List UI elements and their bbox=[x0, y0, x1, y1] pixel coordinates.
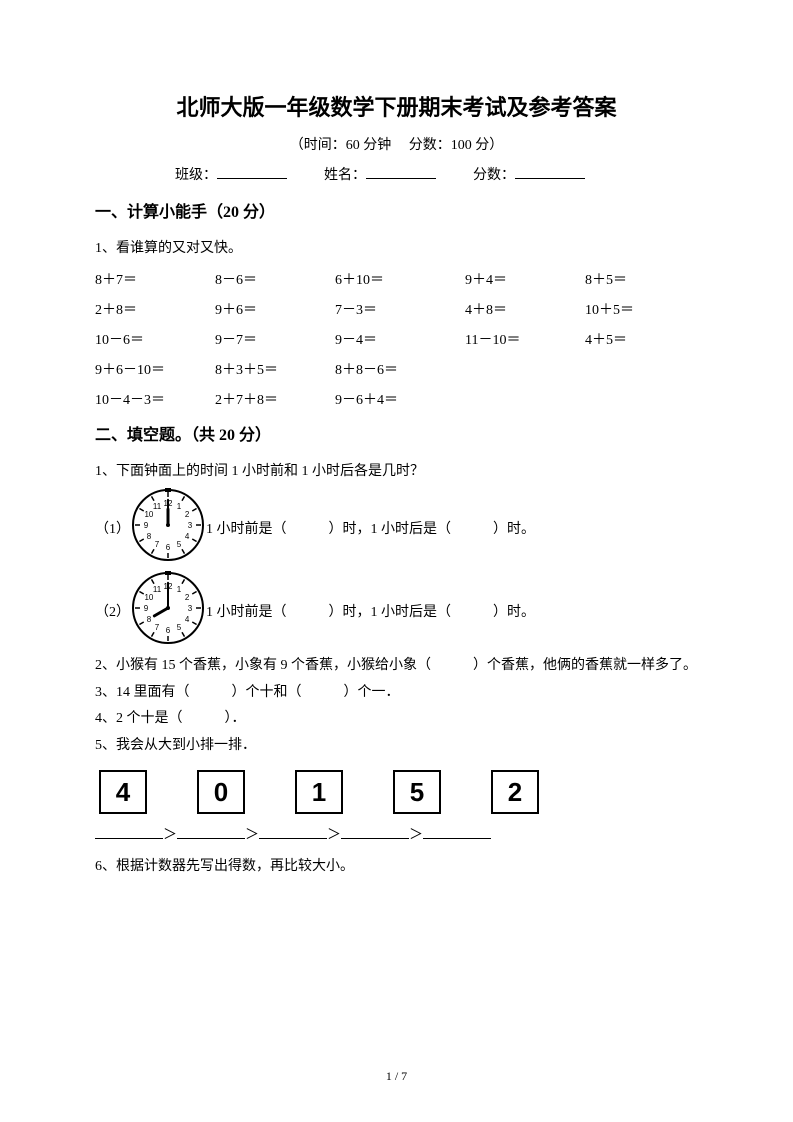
calc-cell: 10－4－3＝ bbox=[95, 389, 215, 409]
calc-cell: 4＋5＝ bbox=[585, 329, 685, 349]
calc-cell: 9＋4＝ bbox=[465, 269, 585, 289]
clock-8: 121234567891011 bbox=[130, 570, 206, 651]
calc-cell: 9＋6＝ bbox=[215, 299, 335, 319]
number-box: 5 bbox=[393, 770, 441, 814]
name-blank bbox=[366, 164, 436, 179]
calc-cell: 9－7＝ bbox=[215, 329, 335, 349]
svg-text:9: 9 bbox=[144, 521, 149, 530]
section2-head: 二、填空题。（共 20 分） bbox=[95, 421, 698, 445]
calc-cell: 7－3＝ bbox=[335, 299, 465, 319]
calc-cell: 4＋8＝ bbox=[465, 299, 585, 319]
number-boxes: 4 0 1 5 2 bbox=[99, 770, 698, 814]
number-box: 2 bbox=[491, 770, 539, 814]
calc-cell: 9－6＋4＝ bbox=[335, 389, 635, 409]
calc-cell: 8＋8－6＝ bbox=[335, 359, 635, 379]
number-box: 1 bbox=[295, 770, 343, 814]
ordering-blank bbox=[177, 824, 245, 839]
svg-text:5: 5 bbox=[177, 540, 182, 549]
class-blank bbox=[217, 164, 287, 179]
clock-12: 121234567891011 bbox=[130, 487, 206, 568]
calc-cell: 2＋7＋8＝ bbox=[215, 389, 335, 409]
calc-cell: 8＋7＝ bbox=[95, 269, 215, 289]
score-label: 分数： bbox=[473, 168, 515, 183]
svg-text:11: 11 bbox=[153, 502, 162, 511]
svg-text:2: 2 bbox=[185, 593, 190, 602]
sec2-q5: 5、我会从大到小排一排． bbox=[95, 733, 698, 760]
svg-text:3: 3 bbox=[188, 604, 193, 613]
svg-text:1: 1 bbox=[177, 585, 182, 594]
page-title: 北师大版一年级数学下册期末考试及参考答案 bbox=[95, 90, 698, 122]
ordering-line: ＞ ＞ ＞ ＞ bbox=[95, 824, 698, 844]
sec2-q6: 6、根据计数器先写出得数，再比较大小。 bbox=[95, 854, 698, 881]
sec2-q3: 3、14 里面有（ ）个十和（ ）个一． bbox=[95, 680, 698, 707]
calc-grid-bottom: 9＋6－10＝ 8＋3＋5＝ 8＋8－6＝ 10－4－3＝ 2＋7＋8＝ 9－6… bbox=[95, 359, 698, 409]
svg-text:10: 10 bbox=[144, 510, 153, 519]
svg-text:8: 8 bbox=[147, 532, 152, 541]
clock-row-1: （1） 121234567891011 1 小时前是（ ）时，1 小时后是（ ）… bbox=[95, 487, 698, 568]
clock2-index: （2） bbox=[95, 601, 130, 621]
class-label: 班级： bbox=[175, 168, 217, 183]
svg-text:3: 3 bbox=[188, 521, 193, 530]
clock2-text: 1 小时前是（ ）时，1 小时后是（ ）时。 bbox=[206, 601, 535, 621]
sec2-q1: 1、下面钟面上的时间 1 小时前和 1 小时后各是几时？ bbox=[95, 459, 698, 486]
svg-text:4: 4 bbox=[185, 615, 190, 624]
svg-text:7: 7 bbox=[155, 540, 160, 549]
svg-text:7: 7 bbox=[155, 623, 160, 632]
calc-cell: 8＋5＝ bbox=[585, 269, 685, 289]
svg-text:8: 8 bbox=[147, 615, 152, 624]
ordering-blank bbox=[259, 824, 327, 839]
svg-text:10: 10 bbox=[144, 593, 153, 602]
page-footer: 1 / 7 bbox=[0, 1069, 793, 1084]
calc-cell: 2＋8＝ bbox=[95, 299, 215, 319]
calc-cell: 11－10＝ bbox=[465, 329, 585, 349]
gt-symbol: ＞ bbox=[327, 828, 341, 843]
info-line: 班级： 姓名： 分数： bbox=[95, 164, 698, 184]
calc-cell: 10＋5＝ bbox=[585, 299, 685, 319]
calc-cell: 9－4＝ bbox=[335, 329, 465, 349]
ordering-blank bbox=[341, 824, 409, 839]
svg-text:6: 6 bbox=[166, 543, 171, 552]
clock1-text: 1 小时前是（ ）时，1 小时后是（ ）时。 bbox=[206, 518, 535, 538]
gt-symbol: ＞ bbox=[163, 828, 177, 843]
svg-text:5: 5 bbox=[177, 623, 182, 632]
ordering-blank bbox=[95, 824, 163, 839]
number-box: 4 bbox=[99, 770, 147, 814]
number-box: 0 bbox=[197, 770, 245, 814]
sec1-q1-label: 1、看谁算的又对又快。 bbox=[95, 236, 698, 263]
svg-text:4: 4 bbox=[185, 532, 190, 541]
calc-grid-top: 8＋7＝ 8－6＝ 6＋10＝ 9＋4＝ 8＋5＝ 2＋8＝ 9＋6＝ 7－3＝… bbox=[95, 269, 698, 349]
ordering-blank bbox=[423, 824, 491, 839]
calc-cell: 8－6＝ bbox=[215, 269, 335, 289]
score-blank bbox=[515, 164, 585, 179]
calc-cell: 9＋6－10＝ bbox=[95, 359, 215, 379]
clock1-index: （1） bbox=[95, 518, 130, 538]
svg-text:2: 2 bbox=[185, 510, 190, 519]
calc-cell: 10－6＝ bbox=[95, 329, 215, 349]
svg-text:9: 9 bbox=[144, 604, 149, 613]
svg-text:1: 1 bbox=[177, 502, 182, 511]
svg-text:11: 11 bbox=[153, 585, 162, 594]
gt-symbol: ＞ bbox=[245, 828, 259, 843]
sec2-q4: 4、2 个十是（ ）． bbox=[95, 706, 698, 733]
name-label: 姓名： bbox=[324, 168, 366, 183]
section1-head: 一、计算小能手（20 分） bbox=[95, 198, 698, 222]
svg-text:6: 6 bbox=[166, 626, 171, 635]
sec2-q2: 2、小猴有 15 个香蕉，小象有 9 个香蕉，小猴给小象（ ）个香蕉，他俩的香蕉… bbox=[95, 653, 698, 680]
gt-symbol: ＞ bbox=[409, 828, 423, 843]
clock-row-2: （2） 121234567891011 1 小时前是（ ）时，1 小时后是（ ）… bbox=[95, 570, 698, 651]
calc-cell: 6＋10＝ bbox=[335, 269, 465, 289]
page-subtitle: （时间：60 分钟 分数：100 分） bbox=[95, 134, 698, 154]
page: 北师大版一年级数学下册期末考试及参考答案 （时间：60 分钟 分数：100 分）… bbox=[0, 0, 793, 1122]
calc-cell: 8＋3＋5＝ bbox=[215, 359, 335, 379]
